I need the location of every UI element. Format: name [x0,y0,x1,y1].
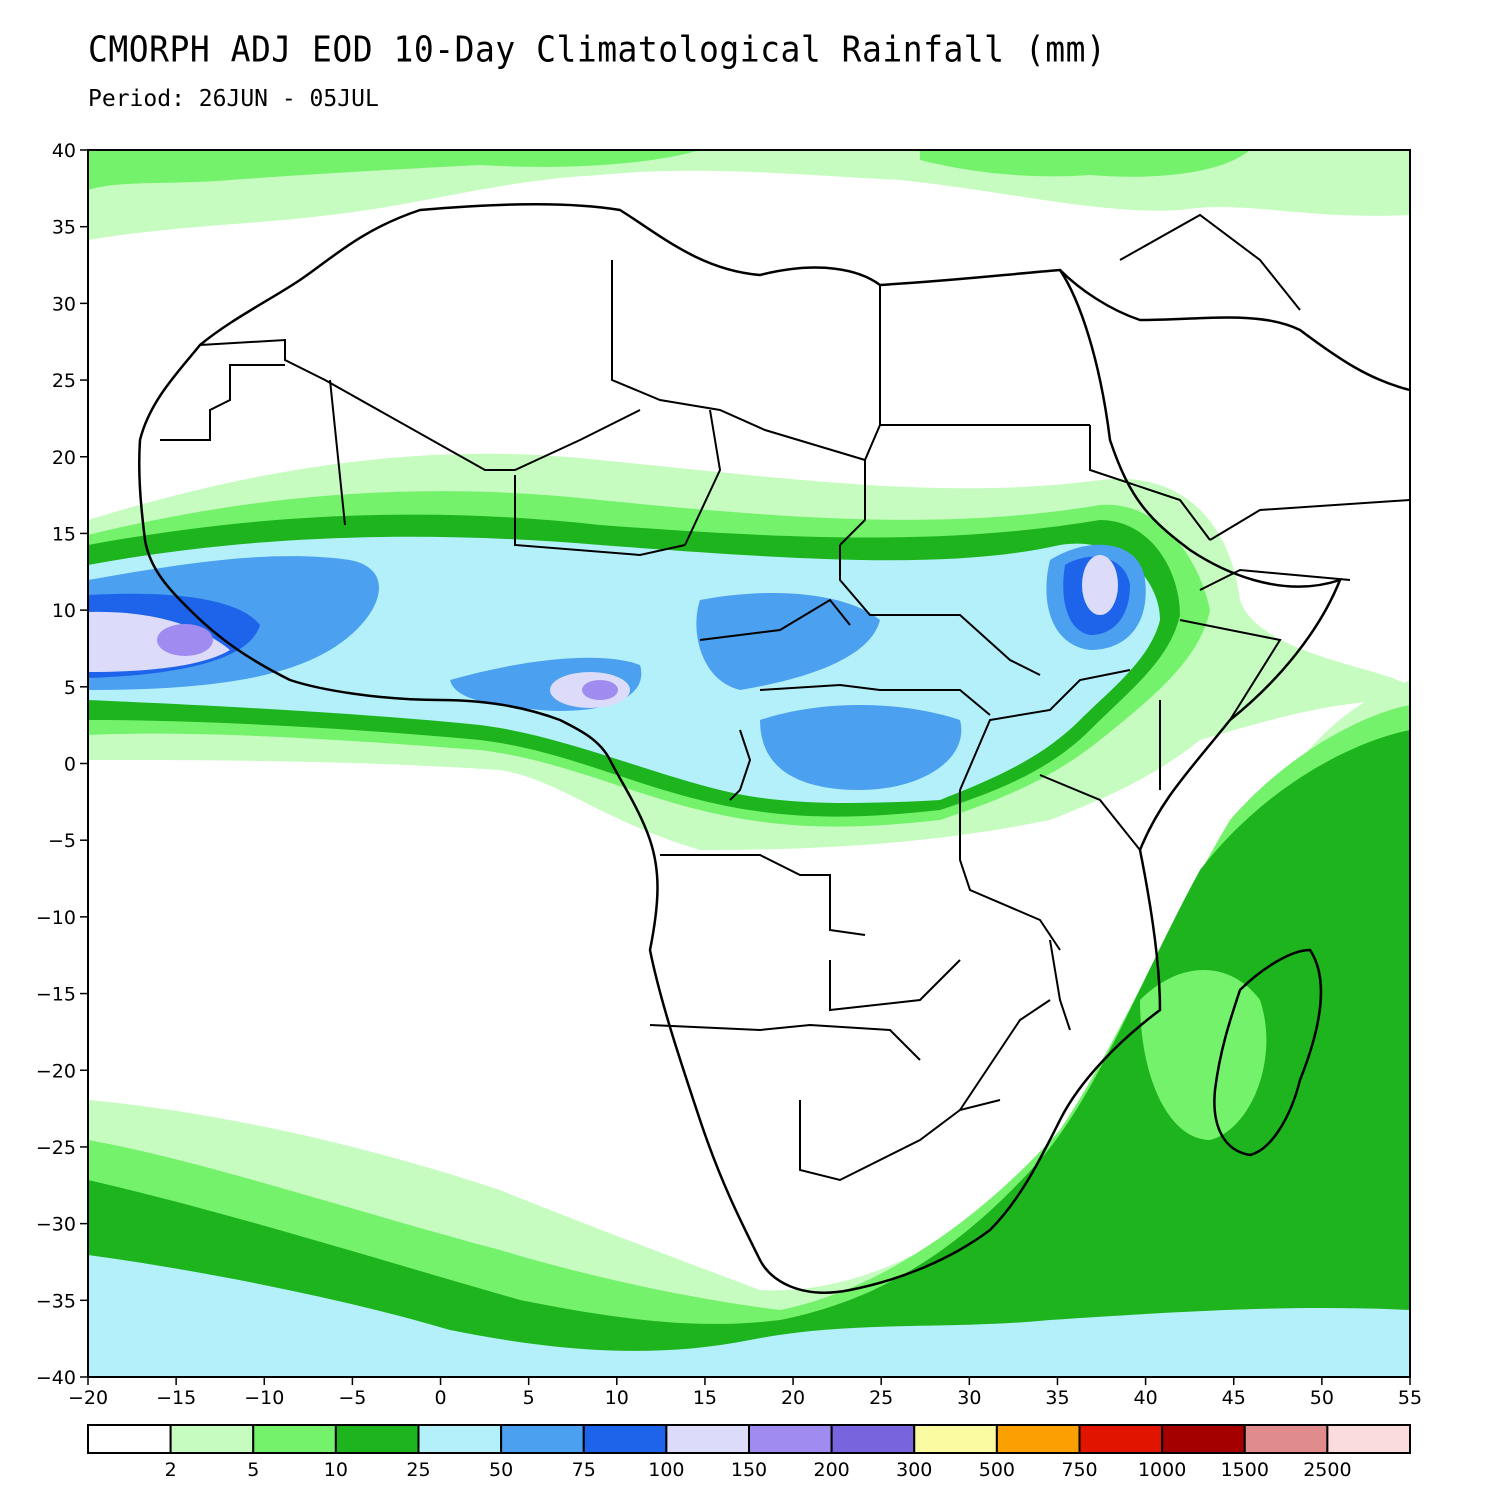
country-borders [160,213,1410,1182]
lon-tick-label: 40 [1134,1387,1158,1409]
lat-tick-label: 5 [64,677,76,699]
lat-tick-label: −5 [48,830,76,852]
legend-label: 500 [979,1459,1015,1481]
legend-swatch [1243,1424,1329,1454]
lat-tick-label: −30 [36,1214,76,1236]
legend-label: 200 [813,1459,849,1481]
legend-label: 10 [324,1459,348,1481]
lon-tick-label: −20 [68,1387,108,1409]
legend-swatch [1078,1424,1164,1454]
lon-tick-label: 10 [605,1387,629,1409]
lon-tick-label: 30 [957,1387,981,1409]
color-legend: 2 5 10 25 50 75 100 150 200 300 500 750 1000 1500 2500 [87,1424,1411,1481]
lat-tick-label: −20 [36,1060,76,1082]
lat-tick-label: 10 [52,600,76,622]
legend-swatch [1326,1424,1411,1454]
latitude-axis: 40 35 30 25 20 15 10 5 0 −5 −10 −15 −20 −25 −30 −35 −40 [36,140,88,1389]
lat-tick-label: 35 [52,217,76,239]
legend-label: 750 [1061,1459,1097,1481]
lat-tick-label: 15 [52,523,76,545]
chart-title: CMORPH ADJ EOD 10-Day Climatological Rai… [88,28,1107,71]
lat-tick-label: 20 [52,447,76,469]
legend-label: 25 [406,1459,430,1481]
legend-label: 5 [247,1459,259,1481]
lat-tick-label: 40 [52,140,76,162]
legend-swatch [1161,1424,1246,1454]
legend-label: 1000 [1138,1459,1186,1481]
lon-tick-label: 0 [434,1387,446,1409]
lat-tick-label: 30 [52,293,76,315]
lat-tick-label: −35 [36,1290,76,1312]
legend-label: 50 [489,1459,513,1481]
legend-label: 100 [648,1459,684,1481]
legend-swatch [995,1424,1081,1454]
legend-swatch [830,1424,916,1454]
lon-tick-label: 25 [869,1387,893,1409]
legend-swatch [169,1424,255,1454]
lon-tick-label: 15 [693,1387,717,1409]
legend-swatch [252,1424,337,1454]
legend-swatch [582,1424,668,1454]
lat-tick-label: −15 [36,984,76,1006]
lon-tick-label: 20 [781,1387,805,1409]
legend-swatch [748,1424,833,1454]
lon-tick-label: 50 [1310,1387,1334,1409]
legend-swatch [665,1424,750,1454]
legend-swatch [87,1424,172,1454]
lat-tick-label: 0 [64,754,76,776]
legend-label: 300 [896,1459,932,1481]
legend-label: 75 [572,1459,596,1481]
lon-tick-label: −15 [156,1387,196,1409]
lat-tick-label: −40 [36,1367,76,1389]
rainfall-field [88,150,1410,1377]
legend-swatch [913,1424,998,1454]
legend-label: 2500 [1303,1459,1351,1481]
legend-swatch [334,1424,420,1454]
lon-tick-label: 45 [1222,1387,1246,1409]
lon-tick-label: −10 [244,1387,284,1409]
legend-swatch [417,1424,503,1454]
lon-tick-label: −5 [338,1387,366,1409]
lon-tick-label: 35 [1045,1387,1069,1409]
period-subtitle: Period: 26JUN - 05JUL [88,86,379,112]
legend-label: 2 [165,1459,177,1481]
lon-tick-label: 5 [523,1387,535,1409]
lat-tick-label: −10 [36,907,76,929]
legend-swatch [500,1424,585,1454]
lat-tick-label: −25 [36,1137,76,1159]
lat-tick-label: 25 [52,370,76,392]
lon-tick-label: 55 [1398,1387,1422,1409]
legend-label: 1500 [1221,1459,1269,1481]
coastline [137,202,1410,1294]
legend-label: 150 [731,1459,767,1481]
longitude-axis: −20 −15 −10 −5 0 5 10 15 20 25 30 35 40 45 50 55 [68,1377,1422,1409]
